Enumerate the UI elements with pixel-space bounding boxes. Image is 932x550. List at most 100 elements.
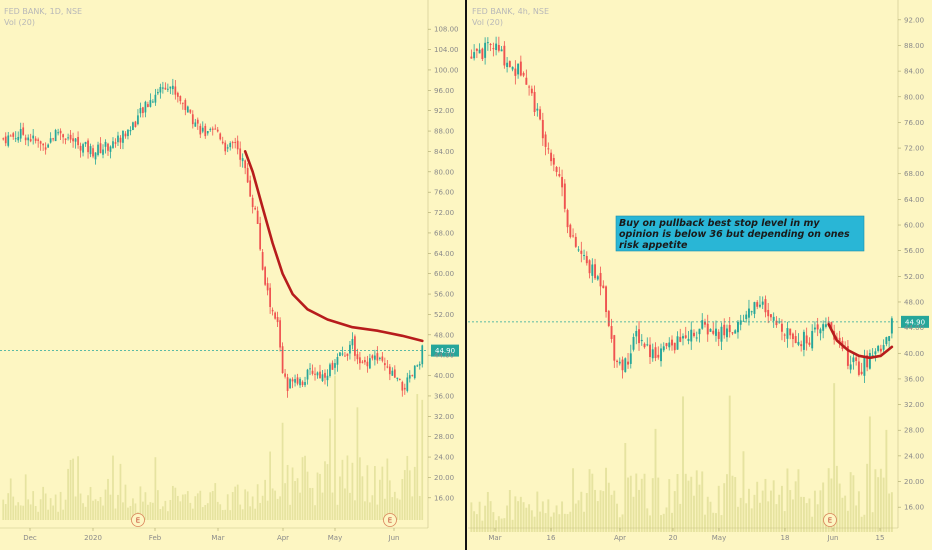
candle-body xyxy=(119,137,122,143)
y-tick-label: 52.00 xyxy=(904,273,924,281)
annotation-box[interactable] xyxy=(615,215,865,252)
candle-body xyxy=(613,335,616,361)
volume-bar xyxy=(301,457,304,520)
volume-bar xyxy=(236,484,239,520)
y-tick-label: 28.00 xyxy=(434,433,454,441)
volume-bar xyxy=(104,489,107,520)
candle-body xyxy=(44,147,47,150)
volume-bar xyxy=(97,501,99,520)
candle-body xyxy=(563,183,566,209)
volume-bar xyxy=(835,465,838,532)
candle-body xyxy=(786,328,789,339)
volume-bar xyxy=(486,492,489,532)
y-tick-label: 80.00 xyxy=(904,93,924,101)
volume-bar xyxy=(229,510,232,520)
volume-bar xyxy=(82,503,84,520)
candle-body xyxy=(176,92,179,97)
y-tick-label: 60.00 xyxy=(434,270,454,278)
volume-bar xyxy=(657,477,660,532)
y-tick-label: 48.00 xyxy=(434,331,454,339)
candle-body xyxy=(154,94,157,103)
candle-body xyxy=(822,324,825,331)
volume-bar xyxy=(19,505,22,520)
volume-bar xyxy=(369,502,371,520)
candle-body xyxy=(682,336,684,339)
volume-bar xyxy=(640,478,643,532)
earnings-event-icon[interactable] xyxy=(131,513,145,527)
candle-body xyxy=(629,353,632,364)
volume-bar xyxy=(712,512,715,532)
earnings-event-icon[interactable] xyxy=(383,513,397,527)
candle-body xyxy=(541,119,544,139)
y-tick-label: 84.00 xyxy=(434,148,454,156)
candle-body xyxy=(344,355,346,357)
volume-bar xyxy=(132,498,134,520)
volume-bar xyxy=(246,491,249,520)
volume-bar xyxy=(194,496,197,520)
volume-bar xyxy=(27,499,30,520)
candle-body xyxy=(214,128,217,130)
volume-bar xyxy=(868,416,871,532)
candle-body xyxy=(632,336,635,350)
candle-body xyxy=(271,309,274,312)
volume-bar xyxy=(734,477,737,532)
y-tick-label: 68.00 xyxy=(904,170,924,178)
volume-bar xyxy=(24,474,27,520)
volume-bar xyxy=(764,478,767,532)
candle-body xyxy=(269,287,271,307)
y-tick-label: 96.00 xyxy=(434,87,454,95)
volume-bar xyxy=(846,510,849,532)
candle-body xyxy=(698,328,701,335)
volume-bar xyxy=(860,516,863,532)
volume-bar xyxy=(241,509,244,520)
volume-bar xyxy=(231,492,234,520)
candle-body xyxy=(800,344,803,347)
volume-bar xyxy=(37,511,40,520)
candle-body xyxy=(605,286,608,312)
volume-bar xyxy=(109,494,112,520)
candle-body xyxy=(517,63,520,75)
volume-bar xyxy=(209,492,212,520)
candle-body xyxy=(717,331,720,339)
volume-bar xyxy=(580,491,583,532)
candle-body xyxy=(89,146,92,155)
candle-body xyxy=(254,207,257,210)
candle-body xyxy=(888,336,891,341)
candle-body xyxy=(107,143,109,151)
volume-bar xyxy=(176,495,179,520)
y-tick-label: 76.00 xyxy=(904,119,924,127)
candle-body xyxy=(539,109,542,120)
volume-bar xyxy=(408,470,411,520)
volume-bar xyxy=(563,513,566,532)
candle-body xyxy=(261,252,264,270)
candle-body xyxy=(2,138,5,140)
volume-bar xyxy=(519,496,522,532)
candle-body xyxy=(234,142,237,144)
candle-body xyxy=(134,121,137,127)
volume-bar xyxy=(201,507,204,520)
volume-bar xyxy=(701,471,704,532)
candle-body xyxy=(731,332,734,334)
candle-body xyxy=(306,369,309,380)
volume-bar xyxy=(643,473,646,532)
candle-body xyxy=(157,92,159,94)
candle-body xyxy=(830,322,833,330)
candle-body xyxy=(144,101,147,113)
candle-body xyxy=(411,375,414,377)
earnings-event-icon[interactable] xyxy=(823,513,837,527)
candle-body xyxy=(124,133,127,137)
volume-bar xyxy=(74,496,77,520)
y-tick-label: 16.00 xyxy=(904,504,924,512)
candle-body xyxy=(709,328,712,332)
volume-bar xyxy=(4,504,7,520)
candle-body xyxy=(618,361,621,364)
candle-body xyxy=(92,148,94,157)
volume-bar xyxy=(261,495,264,520)
volume-bar xyxy=(147,504,149,520)
volume-bar xyxy=(216,501,219,520)
volume-bar xyxy=(745,503,748,532)
volume-bar xyxy=(863,514,866,532)
candle-body xyxy=(470,56,473,59)
candle-body xyxy=(874,351,877,355)
candle-body xyxy=(147,104,149,108)
